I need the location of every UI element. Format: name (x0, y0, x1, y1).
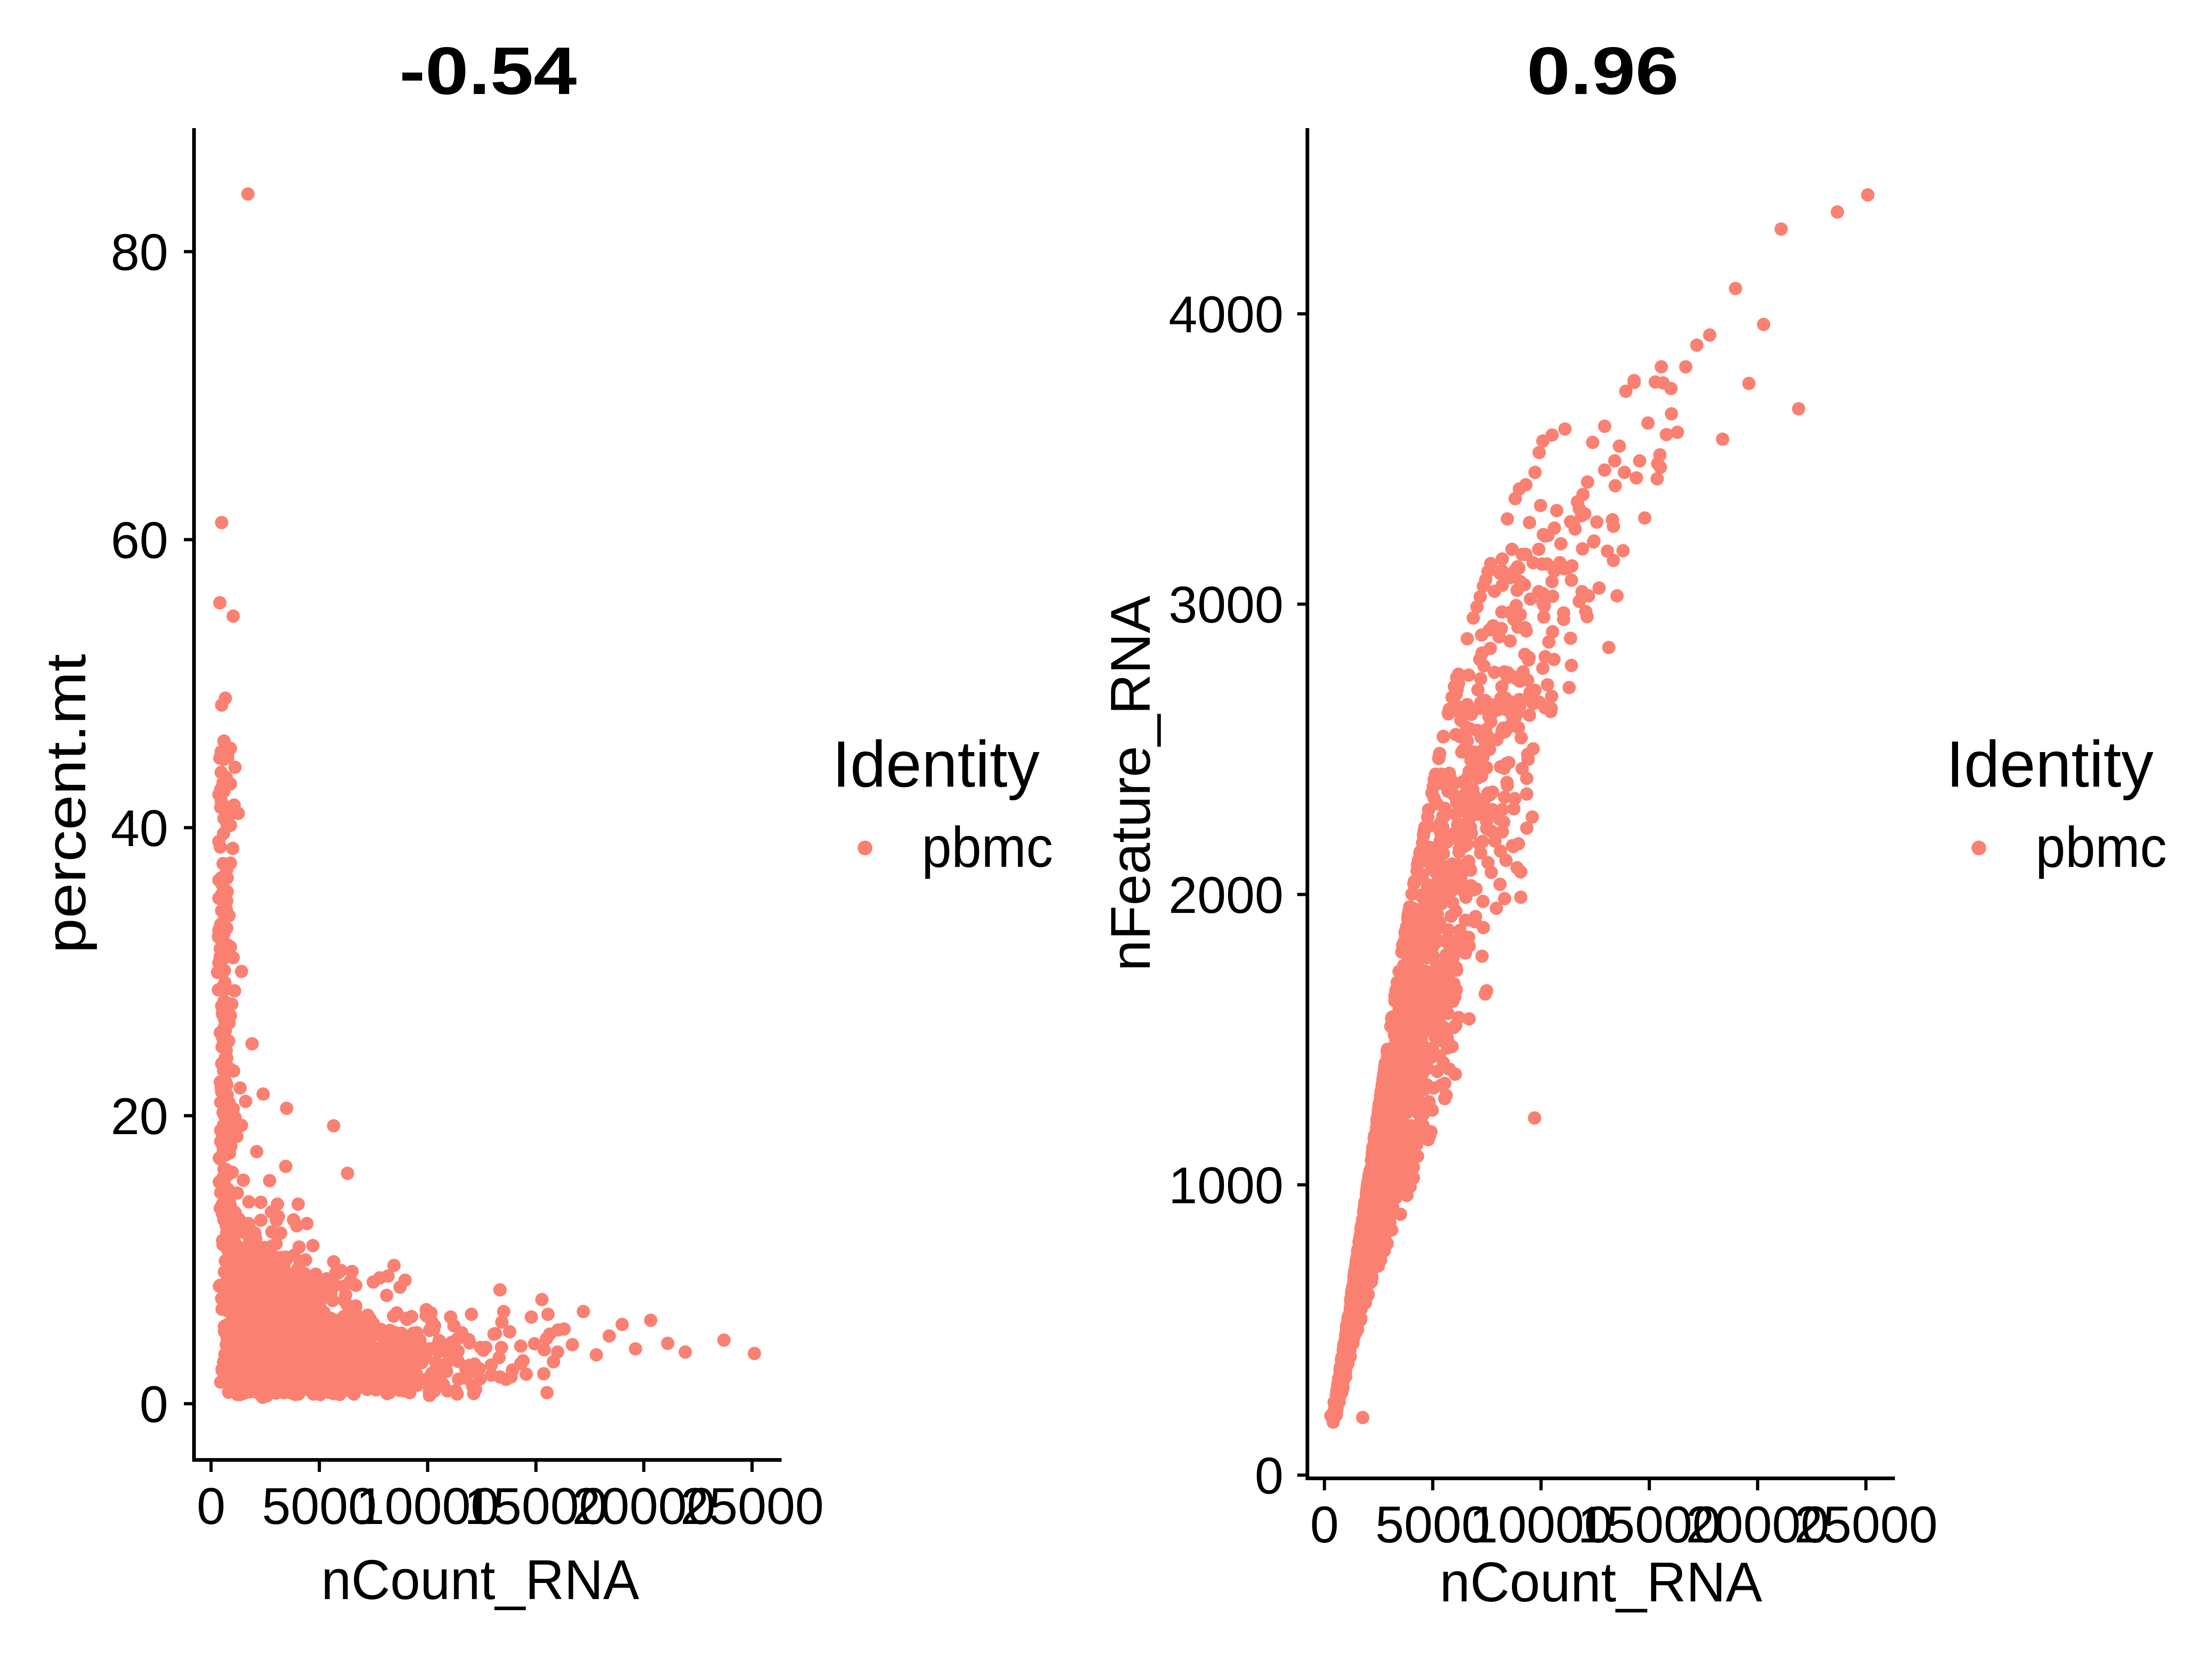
svg-text:10000: 10000 (356, 1477, 499, 1535)
svg-text:20000: 20000 (572, 1477, 715, 1535)
svg-text:15000: 15000 (1577, 1496, 1721, 1553)
svg-text:0: 0 (197, 1477, 225, 1535)
svg-text:5000: 5000 (1375, 1496, 1490, 1553)
svg-text:25000: 25000 (680, 1477, 824, 1535)
svg-text:0: 0 (140, 1376, 168, 1433)
svg-text:0: 0 (1255, 1447, 1283, 1505)
svg-text:80: 80 (111, 224, 168, 281)
svg-text:nCount_RNA: nCount_RNA (1440, 1551, 1763, 1613)
svg-text:3000: 3000 (1169, 576, 1283, 634)
svg-text:40: 40 (111, 800, 168, 857)
svg-text:20000: 20000 (1686, 1496, 1829, 1553)
svg-text:Identity: Identity (832, 728, 1040, 801)
svg-text:4000: 4000 (1169, 286, 1283, 343)
svg-text:percent.mt: percent.mt (35, 654, 97, 953)
svg-text:1000: 1000 (1169, 1157, 1283, 1214)
svg-text:10000: 10000 (1469, 1496, 1612, 1553)
svg-text:nFeature_RNA: nFeature_RNA (1099, 595, 1162, 971)
svg-text:0: 0 (1310, 1496, 1339, 1553)
svg-text:5000: 5000 (262, 1477, 377, 1535)
svg-text:pbmc: pbmc (922, 816, 1053, 879)
svg-text:Identity: Identity (1946, 728, 2153, 801)
svg-text:20: 20 (111, 1088, 168, 1145)
svg-text:-0.54: -0.54 (400, 33, 577, 108)
svg-text:pbmc: pbmc (2036, 816, 2167, 879)
svg-text:2000: 2000 (1169, 866, 1283, 924)
svg-text:15000: 15000 (464, 1477, 607, 1535)
svg-text:60: 60 (111, 512, 168, 569)
svg-text:0.96: 0.96 (1527, 33, 1679, 108)
svg-text:25000: 25000 (1794, 1496, 1937, 1553)
svg-text:nCount_RNA: nCount_RNA (321, 1548, 640, 1611)
